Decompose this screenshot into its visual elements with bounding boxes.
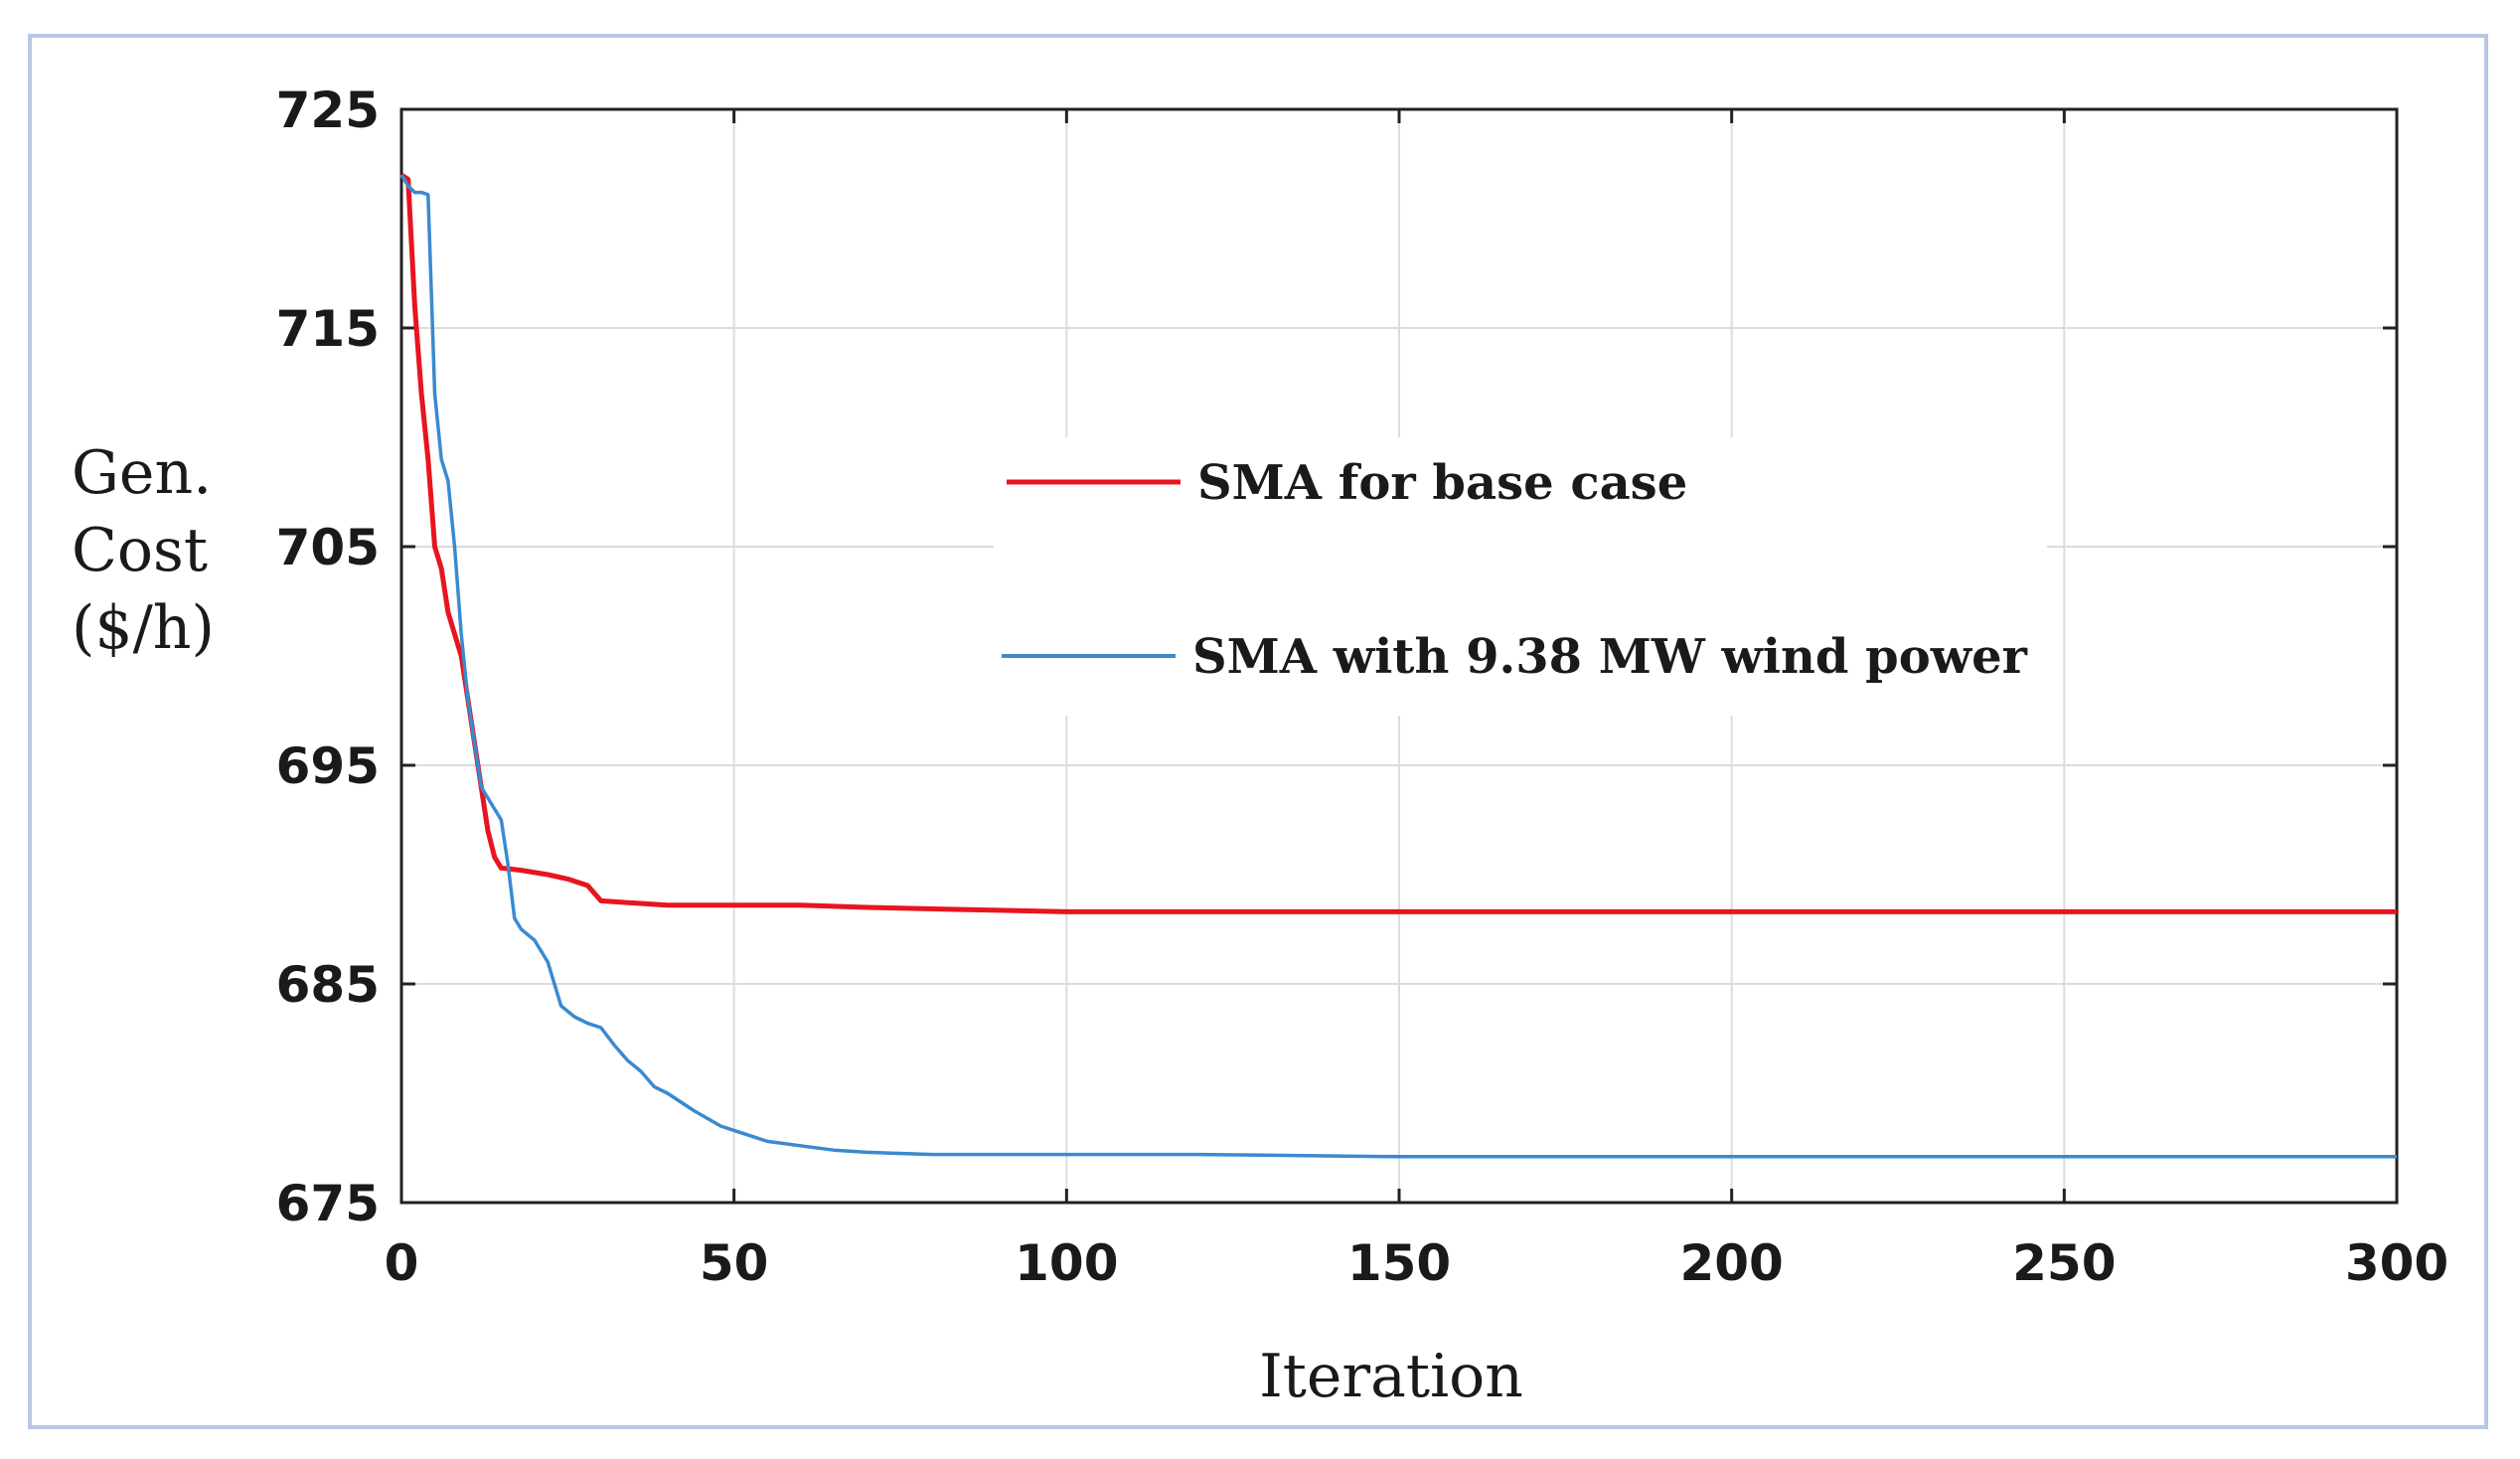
grid: [401, 109, 2397, 1203]
y-tick-label: 725: [276, 81, 380, 139]
x-tick-label: 200: [1679, 1234, 1783, 1292]
x-tick-label: 0: [385, 1234, 419, 1292]
x-tick-label: 50: [700, 1234, 769, 1292]
y-tick-label: 695: [276, 737, 380, 795]
x-tick-labels: 0 50 100 150 200 250 300: [385, 1234, 2449, 1292]
legend: SMA for base case SMA with 9.38 MW wind …: [994, 437, 2047, 716]
series-line-wind-power: [399, 174, 2397, 1159]
tick-marks: [399, 107, 2399, 1205]
y-tick-label: 685: [276, 956, 380, 1014]
y-tick-labels: 675 685 695 705 715 725: [276, 81, 380, 1232]
series-line-base-case: [399, 172, 2397, 914]
y-axis-label-line-2: Cost: [72, 516, 208, 585]
y-axis-label-line-3: ($/h): [72, 593, 215, 663]
legend-label-base-case: SMA for base case: [1197, 455, 1687, 511]
y-tick-label: 715: [276, 300, 380, 358]
figure-frame: [28, 34, 2488, 1429]
y-axis-label-line-1: Gen.: [72, 438, 212, 508]
y-tick-label: 705: [276, 519, 380, 576]
x-axis-label: Iteration: [1259, 1342, 1523, 1411]
x-tick-label: 300: [2345, 1234, 2448, 1292]
x-tick-label: 150: [1347, 1234, 1451, 1292]
x-tick-label: 250: [2012, 1234, 2116, 1292]
legend-label-wind-power: SMA with 9.38 MW wind power: [1192, 629, 2028, 685]
y-tick-label: 675: [276, 1175, 380, 1232]
x-tick-label: 100: [1015, 1234, 1118, 1292]
series: [399, 172, 2397, 1159]
